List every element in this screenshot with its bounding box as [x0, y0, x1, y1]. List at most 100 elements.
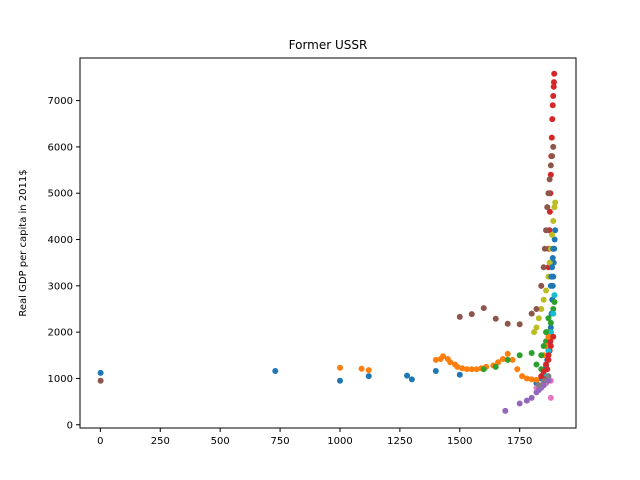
data-point	[551, 236, 558, 243]
data-point	[552, 199, 559, 206]
data-point	[404, 372, 411, 379]
data-point	[549, 255, 556, 262]
data-point	[548, 134, 555, 141]
y-tick-label: 0	[67, 420, 73, 431]
data-point	[504, 320, 511, 327]
data-point	[495, 359, 502, 366]
data-point	[540, 264, 547, 271]
data-point	[528, 349, 535, 356]
data-point	[549, 153, 556, 160]
data-point	[492, 363, 499, 370]
y-axis: 0 1000 2000 3000 4000 5000 6000 7000	[48, 96, 80, 431]
data-point	[545, 333, 552, 340]
data-point	[516, 352, 523, 359]
data-point	[543, 329, 550, 336]
y-tick-label: 3000	[48, 281, 73, 292]
data-point	[546, 176, 553, 183]
data-point	[519, 373, 526, 380]
data-point	[538, 305, 545, 312]
data-point	[358, 365, 365, 372]
data-point	[468, 366, 475, 373]
data-point	[540, 343, 547, 350]
data-point	[535, 315, 542, 322]
data-point	[551, 299, 558, 306]
data-point	[272, 368, 279, 375]
data-point	[533, 305, 540, 312]
data-point	[547, 338, 554, 345]
data-point	[540, 296, 547, 303]
data-point	[336, 364, 343, 371]
data-point	[543, 227, 550, 234]
data-point	[551, 292, 558, 299]
data-point	[533, 324, 540, 331]
data-point	[551, 204, 558, 211]
data-point	[504, 350, 511, 357]
data-point	[502, 407, 509, 414]
data-point	[480, 305, 487, 312]
y-axis-label: Real GDP per capita in 2011$	[18, 169, 29, 316]
data-point	[492, 315, 499, 322]
data-point	[408, 376, 415, 383]
data-point	[545, 377, 552, 384]
chart-title: Former USSR	[289, 38, 368, 52]
data-point	[550, 218, 557, 225]
data-point	[550, 92, 557, 99]
data-point	[540, 382, 547, 389]
data-point	[541, 245, 548, 252]
data-point	[545, 373, 552, 380]
data-point	[543, 287, 550, 294]
data-point	[504, 356, 511, 363]
data-point	[456, 313, 463, 320]
y-tick-label: 5000	[48, 189, 73, 200]
data-point	[533, 376, 540, 383]
data-point	[528, 376, 535, 383]
data-point	[549, 102, 556, 109]
data-point	[549, 264, 556, 271]
data-point	[549, 116, 556, 123]
data-point	[545, 190, 552, 197]
data-point	[97, 369, 104, 376]
plot-frame	[79, 57, 577, 429]
data-point	[516, 321, 523, 328]
data-point	[545, 352, 552, 359]
data-point	[540, 368, 547, 375]
data-point	[545, 347, 552, 354]
data-point	[523, 375, 530, 382]
data-point	[547, 319, 554, 326]
y-tick-label: 2000	[48, 328, 73, 339]
data-point	[531, 329, 538, 336]
data-point	[547, 343, 554, 350]
x-tick-label: 1750	[507, 436, 532, 447]
data-point	[440, 353, 447, 360]
y-tick-label: 4000	[48, 235, 73, 246]
data-point	[535, 387, 542, 394]
x-tick-label: 0	[97, 436, 103, 447]
y-tick-label: 6000	[48, 142, 73, 153]
data-point	[432, 368, 439, 375]
data-point	[365, 367, 372, 374]
data-point	[543, 338, 550, 345]
data-point	[456, 371, 463, 378]
data-point	[523, 397, 530, 404]
data-point	[547, 171, 554, 178]
data-point	[550, 310, 557, 317]
data-point	[549, 231, 556, 238]
data-point	[97, 377, 104, 384]
data-point	[550, 305, 557, 312]
x-tick-label: 250	[151, 436, 170, 447]
data-point	[365, 373, 372, 380]
x-tick-label: 500	[211, 436, 230, 447]
data-point	[550, 143, 557, 150]
data-point	[528, 310, 535, 317]
data-point	[545, 315, 552, 322]
data-point	[538, 282, 545, 289]
data-point	[454, 363, 461, 370]
data-point	[550, 245, 557, 252]
data-point	[480, 366, 487, 373]
x-tick-label: 1500	[447, 436, 472, 447]
data-point	[509, 356, 516, 363]
data-point	[540, 377, 547, 384]
data-point	[550, 83, 557, 90]
data-point	[547, 329, 554, 336]
data-point	[547, 162, 554, 169]
